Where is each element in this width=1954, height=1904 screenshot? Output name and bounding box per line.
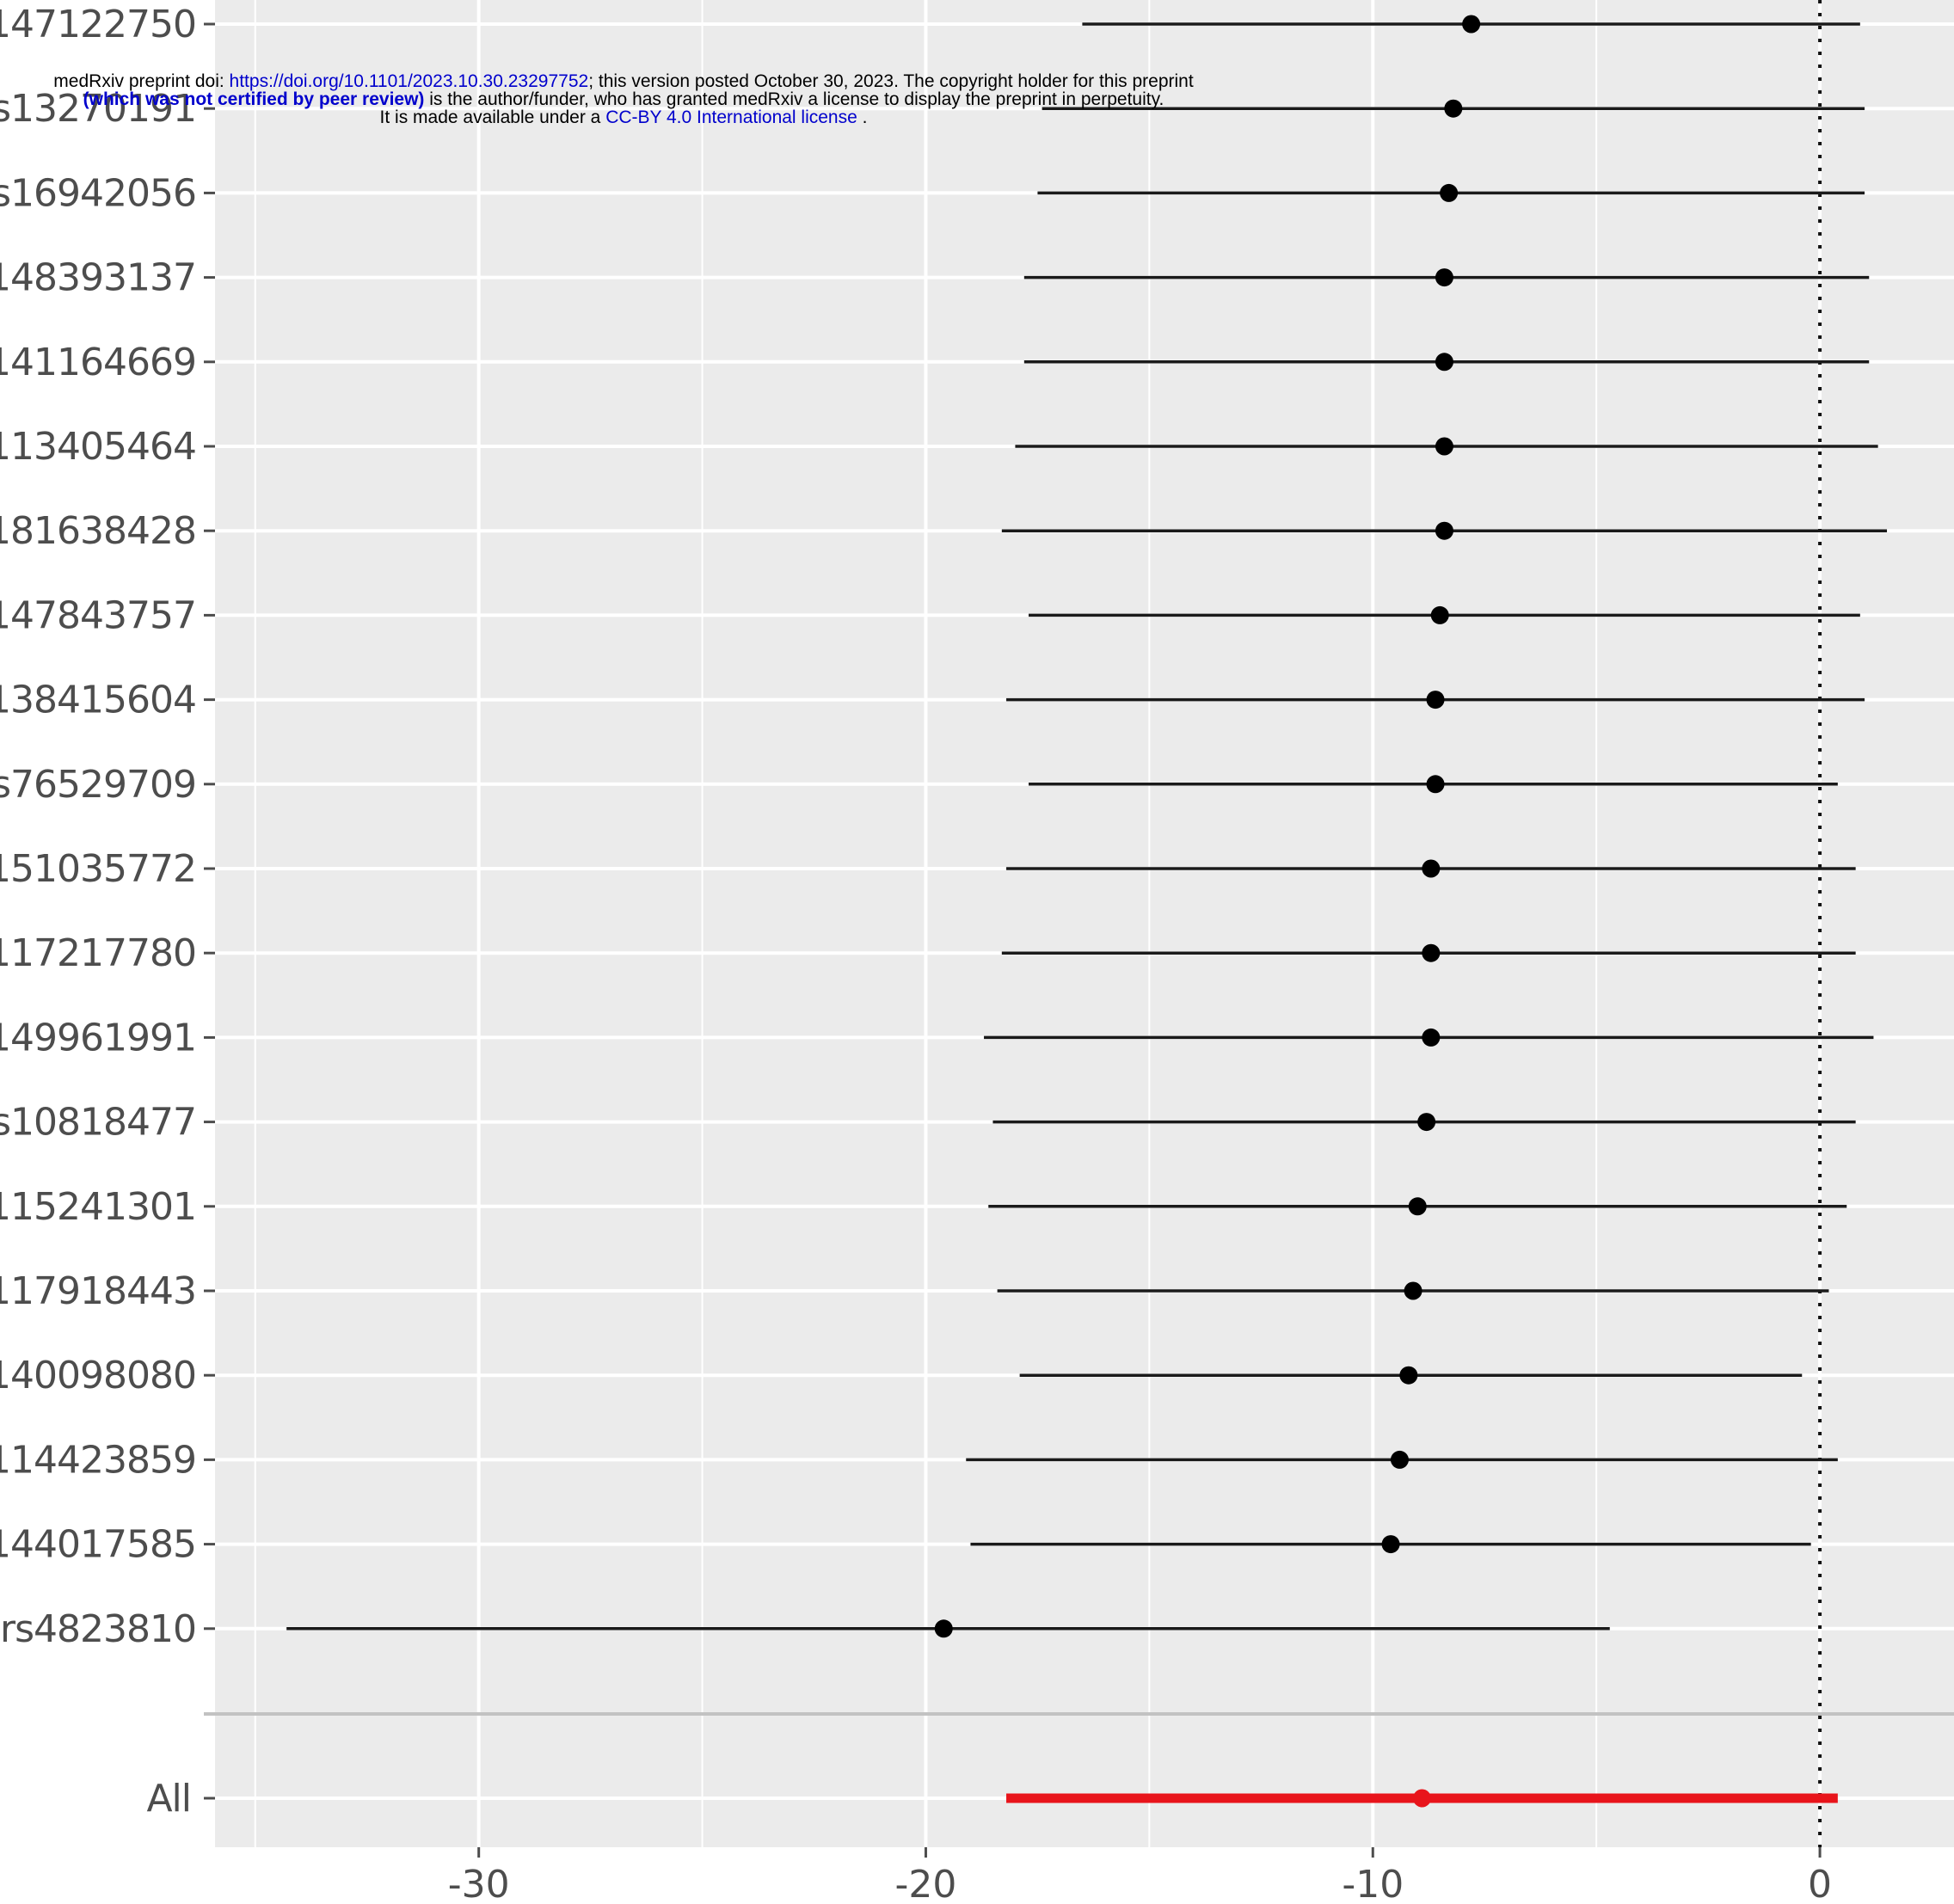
point-estimate [1426, 691, 1445, 709]
point-estimate [1422, 943, 1441, 962]
point-estimate [1440, 183, 1459, 202]
point-estimates [934, 15, 1481, 1638]
y-tick-label: rs147122750 [0, 3, 196, 46]
banner-certified: (which was not certified by peer review) [83, 89, 425, 109]
y-tick-label: rs16942056 [0, 171, 196, 215]
y-tick-label: rs10818477 [0, 1101, 196, 1145]
x-axis-labels: -30 -20 -10 0 [448, 1863, 1832, 1904]
point-estimate [1435, 268, 1453, 287]
banner-license-suffix: . [857, 107, 868, 127]
y-tick-label: rs115241301 [0, 1185, 196, 1229]
y-tick-label-summary: All [146, 1777, 191, 1821]
y-axis-labels: rs147122750 rs13270191 rs16942056 rs1483931… [0, 3, 197, 1821]
y-tick-label: rs141164669 [0, 341, 196, 384]
y-tick-label: rs113405464 [0, 425, 196, 469]
y-tick-label: rs144017585 [0, 1523, 196, 1567]
y-tick-label: rs114423859 [0, 1438, 196, 1482]
plot-panel [215, 0, 1954, 1847]
minor-gridlines [254, 0, 1598, 1847]
y-tick-label: rs181638428 [0, 509, 196, 553]
major-gridlines [476, 0, 1822, 1847]
point-estimate [1430, 605, 1449, 624]
summary-estimate [1006, 1789, 1838, 1808]
preprint-banner: medRxiv preprint doi: https://doi.org/10… [52, 72, 1195, 126]
y-tick-label: rs117918443 [0, 1269, 196, 1313]
banner-prefix: medRxiv preprint doi: [53, 71, 230, 91]
point-estimate [1422, 859, 1441, 878]
x-tick-label: -30 [448, 1863, 510, 1904]
point-estimate [1435, 521, 1453, 540]
banner-rest: is the author/funder, who has granted me… [424, 89, 1164, 109]
y-tick-label: rs140098080 [0, 1354, 196, 1397]
point-estimate [1390, 1450, 1409, 1469]
y-tick-label: rs76529709 [0, 763, 196, 807]
banner-mid: ; this version posted October 30, 2023. … [588, 71, 1194, 91]
y-tick-label: rs149961991 [0, 1016, 196, 1059]
x-tick-label: -10 [1342, 1863, 1404, 1904]
point-estimate [1417, 1113, 1436, 1132]
point-estimate [1408, 1197, 1427, 1216]
y-axis-ticks [204, 22, 215, 1800]
banner-line-license: It is made available under a CC-BY 4.0 I… [52, 108, 1195, 126]
point-estimate [1426, 775, 1445, 794]
point-estimate [1399, 1366, 1418, 1385]
y-tick-label: rs151035772 [0, 847, 196, 891]
point-estimate [1444, 99, 1463, 118]
y-tick-label: rs117217780 [0, 931, 196, 975]
y-tick-label: rs4823810 [0, 1607, 196, 1651]
point-estimate [1435, 353, 1453, 372]
banner-line-doi: medRxiv preprint doi: https://doi.org/10… [52, 72, 1195, 108]
point-estimate [1381, 1535, 1400, 1554]
summary-point [1412, 1789, 1431, 1808]
banner-license-prefix: It is made available under a [379, 107, 606, 127]
point-estimate [1435, 437, 1453, 456]
x-axis-ticks [477, 1847, 1822, 1858]
license-link[interactable]: CC-BY 4.0 International license [605, 107, 857, 127]
x-tick-label: 0 [1808, 1863, 1832, 1904]
y-tick-label: rs147843757 [0, 593, 196, 637]
x-tick-label: -20 [895, 1863, 957, 1904]
y-tick-label: rs138415604 [0, 679, 196, 722]
point-estimate [1462, 15, 1481, 34]
point-estimate [1404, 1281, 1422, 1300]
doi-link[interactable]: https://doi.org/10.1101/2023.10.30.23297… [229, 71, 589, 91]
y-tick-label: rs148393137 [0, 256, 196, 300]
y-tick-label: rs13270191 [0, 87, 196, 131]
point-estimate [934, 1619, 953, 1638]
point-estimate [1422, 1028, 1441, 1047]
